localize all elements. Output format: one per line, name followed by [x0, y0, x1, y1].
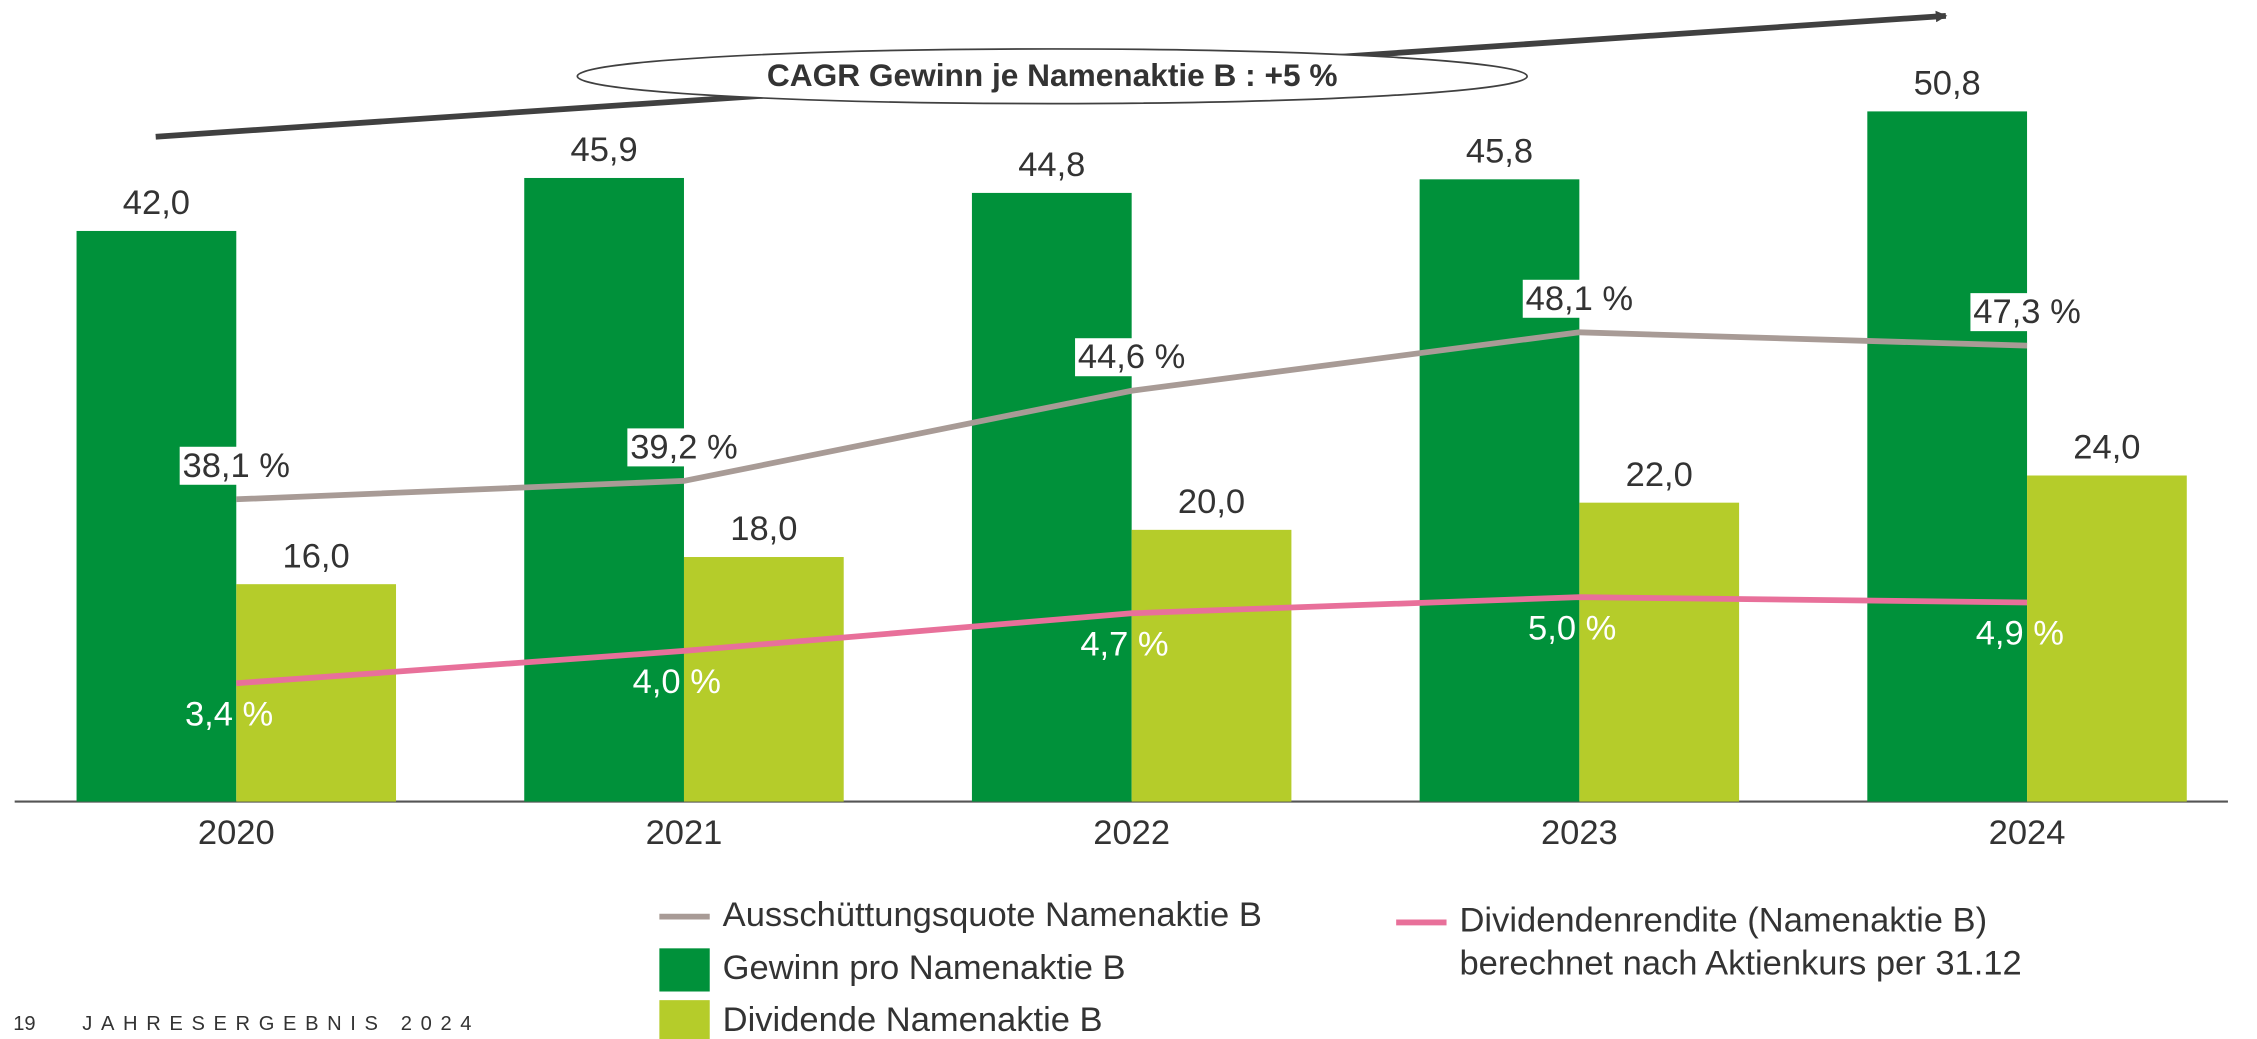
cagr-ellipse	[576, 48, 1528, 105]
line	[236, 594, 2028, 687]
line-value-label: 3,4 %	[185, 695, 273, 733]
bar	[1579, 502, 1740, 802]
label-background	[1522, 279, 1636, 318]
x-tick-label: 2021	[646, 814, 723, 852]
bar-value-label: 45,9	[571, 131, 638, 169]
legend-swatch	[659, 948, 710, 992]
label-background	[627, 428, 741, 467]
bar-value-label: 50,8	[1914, 65, 1981, 103]
bar	[1867, 111, 2028, 802]
line-value-label: 5,0 %	[1528, 609, 1616, 647]
bar	[1419, 179, 1580, 802]
line-value-label: 4,0 %	[633, 663, 721, 701]
legend-note: berechnet nach Aktienkurs per 31.12	[1459, 945, 2021, 983]
line-value-label: 44,6 %	[1078, 338, 1185, 376]
x-tick-label: 2023	[1541, 814, 1618, 852]
bar-value-label: 24,0	[2073, 429, 2140, 467]
line	[236, 329, 2028, 503]
cagr-annotation: CAGR Gewinn je Namenaktie B : +5 %	[767, 57, 1338, 93]
bar	[236, 584, 397, 802]
legend-label: Ausschüttungsquote Namenaktie B	[723, 896, 1262, 934]
x-tick-label: 2024	[1989, 814, 2066, 852]
footer-text: JAHRESERGEBNIS 2024	[82, 1013, 480, 1035]
line-value-label: 47,3 %	[1973, 293, 2080, 331]
legend-swatch	[659, 1000, 710, 1039]
label-background	[1970, 293, 2084, 332]
bar-value-label: 44,8	[1018, 146, 1085, 184]
bar-value-label: 18,0	[730, 510, 797, 548]
bar-value-label: 42,0	[123, 184, 190, 222]
bar	[524, 177, 684, 802]
legend-label: Dividende Namenaktie B	[723, 1001, 1103, 1039]
line-value-label: 48,1 %	[1526, 280, 1633, 318]
bar	[1131, 529, 1292, 802]
label-background	[179, 446, 293, 485]
bar	[683, 557, 844, 802]
line-value-label: 4,7 %	[1080, 625, 1168, 663]
legend-label: Dividendenrendite (Namenaktie B)	[1459, 902, 1987, 940]
x-tick-label: 2022	[1093, 814, 1170, 852]
bar-value-label: 22,0	[1626, 456, 1693, 494]
line-value-label: 39,2 %	[630, 428, 737, 466]
bar	[76, 230, 237, 802]
line-value-label: 4,9 %	[1976, 615, 2064, 653]
bar	[971, 192, 1132, 802]
x-tick-label: 2020	[198, 814, 275, 852]
label-background	[1075, 338, 1189, 377]
bar-value-label: 20,0	[1178, 483, 1245, 521]
line-value-label: 38,1 %	[183, 447, 290, 485]
page-number: 19	[13, 1013, 35, 1035]
legend-label: Gewinn pro Namenaktie B	[723, 949, 1126, 987]
bar-value-label: 45,8	[1466, 133, 1533, 171]
bar	[2027, 475, 2187, 802]
bar-value-label: 16,0	[283, 537, 350, 575]
